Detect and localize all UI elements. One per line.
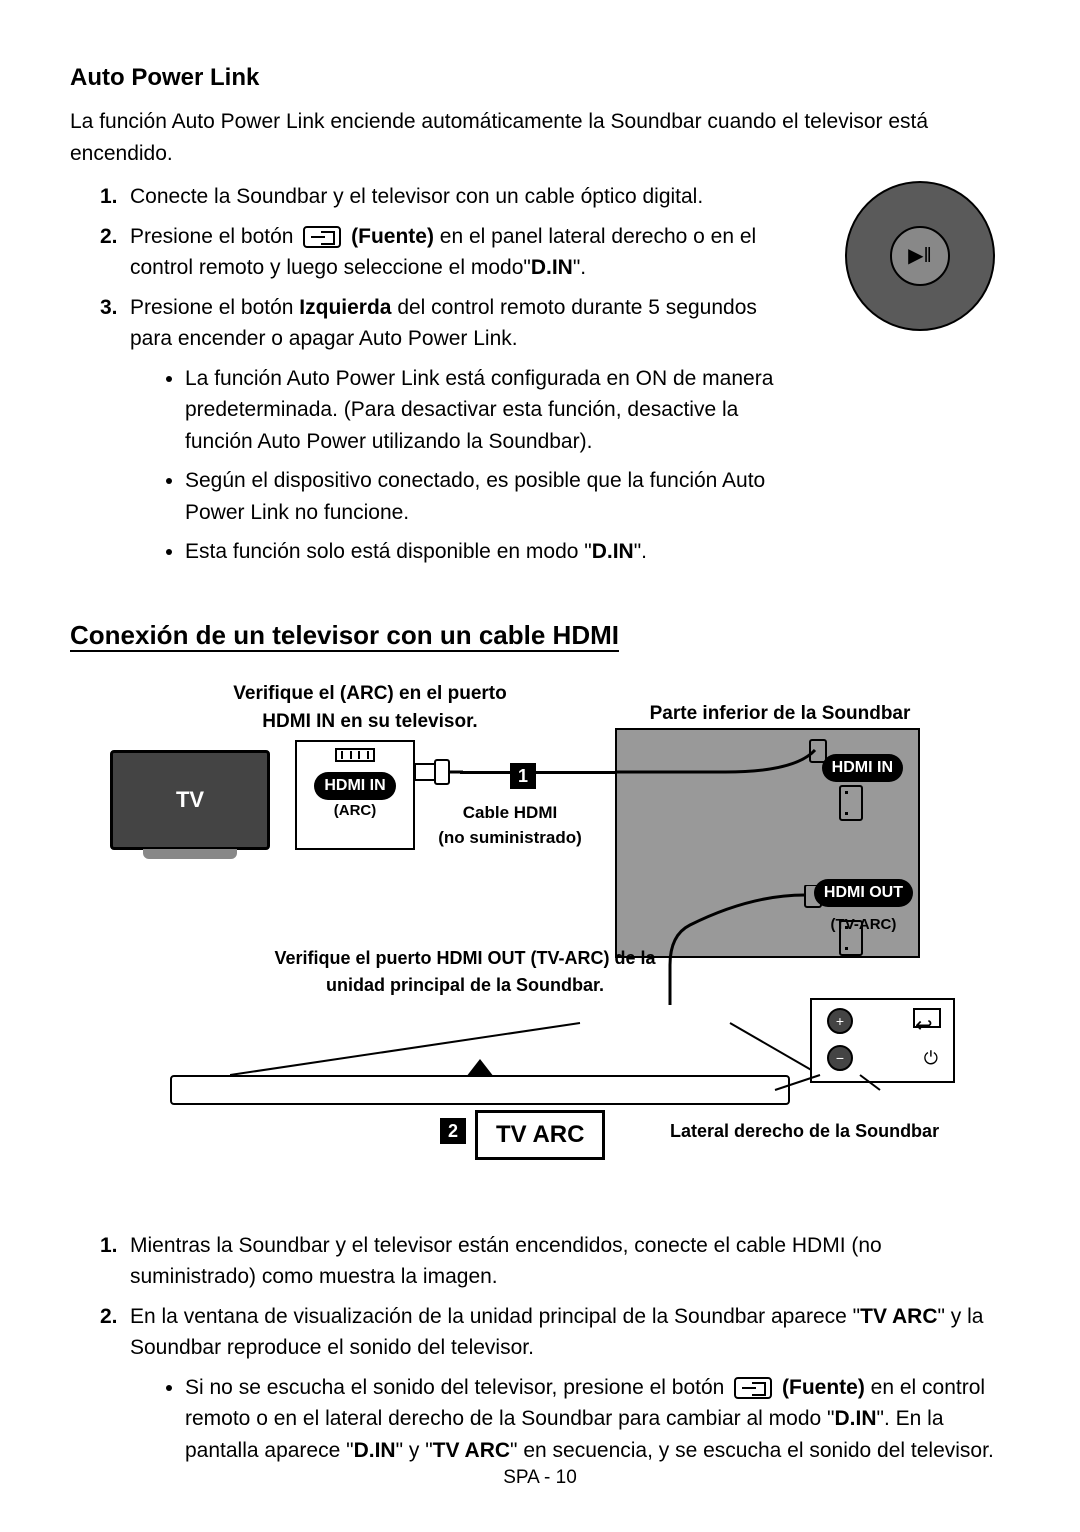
soundbar-bar [170, 1075, 790, 1105]
cable-line-1 [460, 771, 615, 774]
power-icon: ⏻ [924, 1045, 938, 1072]
page-footer: SPA - 10 [0, 1464, 1080, 1493]
label-soundbar-bottom: Parte inferior de la Soundbar [640, 700, 920, 729]
sub-bullets-2: Si no se escucha el sonido del televisor… [130, 1372, 1010, 1467]
section-title-auto-power: Auto Power Link [70, 60, 1010, 96]
badge-1: 1 [510, 760, 536, 792]
tvarc-box: TV ARC [475, 1110, 605, 1160]
sub-bullets-1: La función Auto Power Link está configur… [130, 363, 780, 568]
step-2: 2. Presione el botón (Fuente) en el pane… [100, 221, 1010, 284]
source-panel-icon: ↩ [913, 1008, 941, 1028]
steps-list-1: 1. Conecte la Soundbar y el televisor co… [70, 181, 1010, 568]
steps-list-2: 1. Mientras la Soundbar y el televisor e… [70, 1230, 1010, 1467]
badge-2: 2 [440, 1115, 466, 1147]
tv-icon: TV [110, 750, 270, 850]
label-check-hdmi-out: Verifique el puerto HDMI OUT (TV-ARC) de… [250, 945, 680, 999]
section-title-hdmi: Conexión de un televisor con un cable HD… [70, 616, 1010, 655]
label-cable-hdmi: Cable HDMI(no suministrado) [420, 800, 600, 851]
step-3: 3. Presione el botón Izquierda del contr… [100, 292, 780, 568]
source-icon [734, 1377, 772, 1399]
step2-1: 1. Mientras la Soundbar y el televisor e… [100, 1230, 1010, 1293]
intro-text: La función Auto Power Link enciende auto… [70, 106, 1010, 169]
callout-side [770, 1000, 890, 1100]
label-side-right: Lateral derecho de la Soundbar [670, 1118, 970, 1145]
bullet-1: La función Auto Power Link está configur… [185, 363, 780, 458]
hdmi-diagram: Verifique el (ARC) en el puerto HDMI IN … [110, 680, 970, 1200]
bullet2-1: Si no se escucha el sonido del televisor… [185, 1372, 1010, 1467]
bullet-2: Según el dispositivo conectado, es posib… [185, 465, 780, 528]
step-1: 1. Conecte la Soundbar y el televisor co… [100, 181, 1010, 213]
bullet-3: Esta función solo está disponible en mod… [185, 536, 780, 568]
step2-2: 2. En la ventana de visualización de la … [100, 1301, 1010, 1467]
source-icon [303, 226, 341, 248]
tv-hdmi-port: HDMI IN (ARC) [295, 740, 415, 850]
label-check-arc: Verifique el (ARC) en el puerto HDMI IN … [220, 680, 520, 737]
hdmi-in-port-icon [839, 785, 863, 821]
